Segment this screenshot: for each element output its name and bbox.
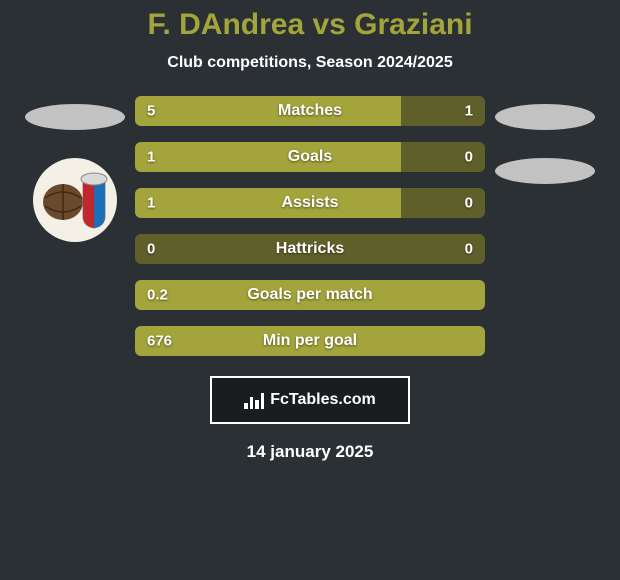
stat-bars: Matches51Goals10Assists10Hattricks00Goal… [135, 96, 485, 356]
stat-row: Min per goal 676 [135, 326, 485, 356]
stat-value-left: 1 [147, 149, 155, 166]
bar-segment-left [135, 188, 401, 218]
club-badge-icon [39, 164, 111, 236]
left-column [15, 96, 135, 242]
stat-value-left: 1 [147, 195, 155, 212]
right-column [485, 96, 605, 184]
stat-label: Assists [282, 194, 339, 212]
page-title: F. DAndrea vs Graziani [0, 8, 620, 42]
stat-row: Matches 5 1 [135, 96, 485, 126]
page-subtitle: Club competitions, Season 2024/2025 [0, 54, 620, 72]
stat-value-left: 5 [147, 103, 155, 120]
bar-segment-left [135, 142, 401, 172]
stat-row: Hattricks 0 0 [135, 234, 485, 264]
stat-label: Min per goal [263, 332, 357, 350]
stat-label: Goals per match [247, 286, 372, 304]
stat-label: Hattricks [276, 240, 344, 258]
team-right-ellipse [495, 158, 595, 184]
stat-value-left: 0 [147, 241, 155, 258]
stat-label: Goals [288, 148, 332, 166]
stat-value-right: 0 [465, 149, 473, 166]
brand-badge[interactable]: FcTables.com [210, 376, 410, 424]
stat-value-right: 1 [465, 103, 473, 120]
footer-date: 14 january 2025 [0, 442, 620, 462]
bar-chart-icon [244, 391, 264, 409]
stat-label: Matches [278, 102, 342, 120]
stat-value-left: 0.2 [147, 287, 168, 304]
team-logo-left [33, 158, 117, 242]
stat-row: Goals 1 0 [135, 142, 485, 172]
stat-value-right: 0 [465, 241, 473, 258]
comparison-card: F. DAndrea vs Graziani Club competitions… [0, 0, 620, 580]
stat-value-right: 0 [465, 195, 473, 212]
bar-segment-left [135, 96, 401, 126]
stat-row: Assists 1 0 [135, 188, 485, 218]
stat-row: Goals per match 0.2 [135, 280, 485, 310]
main-area: Matches51Goals10Assists10Hattricks00Goal… [0, 96, 620, 356]
player-left-ellipse [25, 104, 125, 130]
player-right-ellipse [495, 104, 595, 130]
stat-value-left: 676 [147, 333, 172, 350]
brand-text: FcTables.com [270, 391, 376, 409]
